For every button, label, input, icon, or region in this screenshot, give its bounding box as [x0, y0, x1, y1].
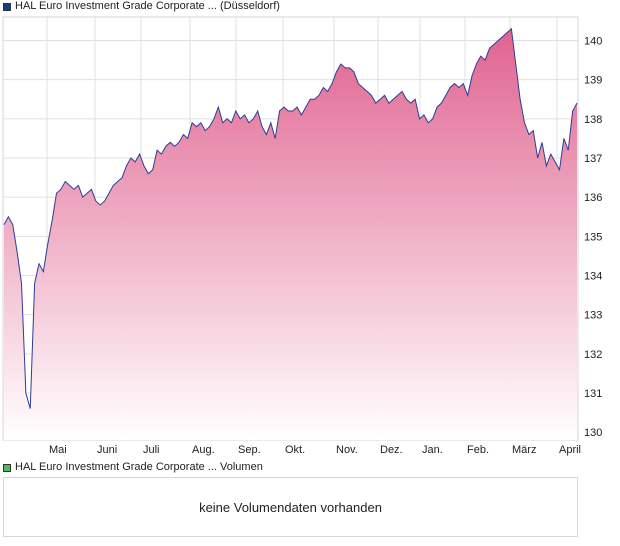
y-tick-label: 135 [584, 231, 602, 243]
volume-legend: HAL Euro Investment Grade Corporate ... … [3, 461, 263, 474]
x-tick-label: Nov. [336, 444, 358, 456]
x-axis: Mai Juni Juli Aug. Sep. Okt. Nov. Dez. Jan. Feb. M… [49, 444, 581, 456]
y-tick-label: 134 [584, 271, 602, 283]
volume-legend-label: HAL Euro Investment Grade Corporate ... … [15, 461, 263, 473]
volume-legend-swatch [3, 463, 11, 472]
x-tick-label: Dez. [380, 444, 403, 456]
y-tick-label: 130 [584, 427, 602, 439]
price-area [4, 28, 577, 440]
x-tick-label: Okt. [285, 444, 305, 456]
y-axis: 130 131 132 133 134 135 136 137 138 139 140 [584, 36, 602, 440]
x-tick-label: Jan. [422, 444, 443, 456]
x-tick-label: Mai [49, 444, 67, 456]
x-tick-label: März [512, 444, 536, 456]
price-line [3, 27, 578, 409]
price-legend: HAL Euro Investment Grade Corporate ... … [3, 0, 280, 13]
y-tick-label: 136 [584, 192, 602, 204]
y-tick-label: 138 [584, 114, 602, 126]
y-tick-label: 132 [584, 349, 602, 361]
y-tick-label: 131 [584, 388, 602, 400]
x-tick-label: Juli [143, 444, 160, 456]
x-tick-label: Aug. [192, 444, 215, 456]
x-tick-label: Sep. [238, 444, 261, 456]
x-tick-label: Feb. [467, 444, 489, 456]
y-tick-label: 139 [584, 75, 602, 87]
price-chart: 130 131 132 133 134 135 136 137 138 139 140 Mai Jun… [2, 16, 602, 456]
y-tick-label: 137 [584, 153, 602, 165]
volume-empty-message: keine Volumendaten vorhanden [199, 499, 382, 515]
x-tick-label: April [559, 444, 581, 456]
price-legend-label: HAL Euro Investment Grade Corporate ... … [15, 0, 280, 12]
y-tick-label: 133 [584, 310, 602, 322]
y-tick-label: 140 [584, 36, 602, 48]
x-tick-label: Juni [97, 444, 117, 456]
volume-panel: keine Volumendaten vorhanden [3, 477, 578, 537]
price-legend-swatch [3, 2, 11, 11]
